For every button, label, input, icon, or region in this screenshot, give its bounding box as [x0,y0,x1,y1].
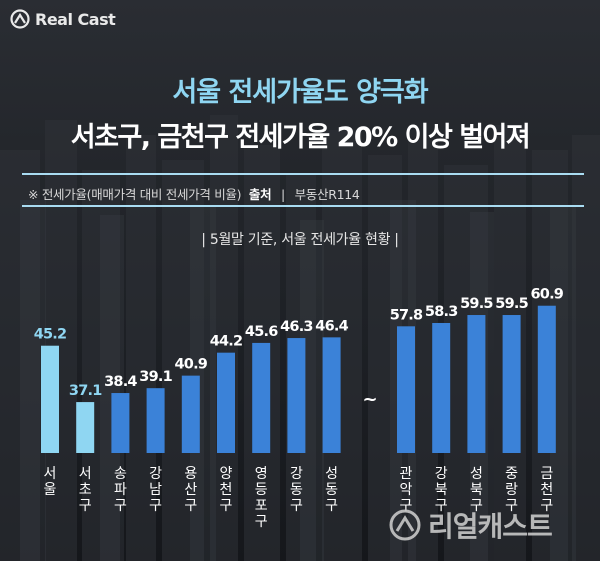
bar [432,322,451,453]
category-label: 천 [220,482,233,498]
category-label: 천 [540,482,553,498]
chart-title: | 5월말 기준, 서울 전세가율 현황 | [201,232,399,248]
top-divider [22,173,584,175]
source-note: ※ 전세가율(매매가격 대비 전세가격 비율) 출처 | 부동산R114 [28,184,360,203]
category-label: 강 [290,466,303,482]
bar [111,393,130,453]
category-label: 산 [184,482,197,498]
brand-name: Real Cast [35,9,116,29]
data-label: 46.4 [315,318,348,334]
category-label: 구 [470,498,483,514]
category-label: 동 [325,482,338,498]
category-label: 랑 [505,482,518,498]
category-label: 구 [540,498,553,514]
category-label: 구 [184,498,197,514]
category-label: 구 [79,498,92,514]
data-label: 37.1 [69,383,102,399]
data-label: 44.2 [210,334,243,350]
category-label: 초 [79,482,92,498]
category-label: 구 [255,514,268,530]
data-label: 46.3 [280,319,313,335]
category-label: 울 [44,482,57,498]
category-label: 구 [220,498,233,514]
data-label: 58.3 [425,304,458,320]
data-label: 57.8 [390,307,423,323]
bar [502,315,521,453]
data-label: 39.1 [139,369,172,385]
category-label: 성 [470,466,483,482]
bar [217,352,235,453]
category-label: 서 [44,466,57,482]
category-label: 서 [79,466,92,482]
data-label: 40.9 [175,357,208,373]
realcast-logo-icon [10,9,30,29]
category-label: 관 [400,466,413,482]
headline-title: 서울 전세가율도 양극화 [172,77,428,108]
category-label: 성 [325,466,338,482]
brand-logo: Real Cast [10,9,116,29]
category-label: 영 [255,466,268,482]
category-label: 구 [290,498,303,514]
category-label: 악 [400,482,413,498]
category-label: 파 [114,482,127,498]
data-label: 45.2 [34,327,67,343]
category-label: 송 [114,466,127,482]
note-separator: | [281,187,285,202]
category-label: 중 [505,466,518,482]
definition-note: ※ 전세가율(매매가격 대비 전세가격 비율) [28,187,242,202]
watermark-text: 리얼캐스트 [428,510,553,543]
category-label: 포 [255,498,268,514]
data-label: 59.5 [460,296,493,312]
category-label: 구 [114,498,127,514]
bar [252,342,271,453]
category-label: 등 [255,482,268,498]
headline-subtitle: 서초구, 금천구 전세가율 20% 이상 벌어져 [70,122,531,153]
bottom-divider [22,205,584,207]
category-label: 북 [435,482,448,498]
bar [322,337,341,453]
category-label: 구 [149,498,162,514]
bar [287,338,306,453]
category-label: 구 [505,498,518,514]
category-label: 강 [435,466,448,482]
bar [76,402,95,453]
bar [146,388,165,453]
source-label: 출처 [248,187,272,202]
data-label: 59.5 [495,296,528,312]
category-label: 남 [149,482,162,498]
category-label: 금 [540,466,553,482]
category-label: 동 [290,482,303,498]
data-label: 38.4 [104,374,137,390]
category-label: 양 [220,466,233,482]
data-label: 60.9 [531,287,564,303]
bar [537,305,556,453]
category-label: 북 [470,482,483,498]
category-label: 용 [184,466,197,482]
category-label: 구 [435,498,448,514]
bar [467,315,486,453]
realcast-watermark-icon [389,509,421,541]
watermark: 리얼캐스트 [388,505,553,545]
category-label: 강 [149,466,162,482]
category-label: 구 [325,498,338,514]
bar [41,345,59,453]
source-name: 부동산R114 [294,187,360,202]
bar [397,326,415,453]
bar [181,375,200,453]
axis-break-symbol: ~ [362,389,377,410]
data-label: 45.6 [245,324,278,340]
